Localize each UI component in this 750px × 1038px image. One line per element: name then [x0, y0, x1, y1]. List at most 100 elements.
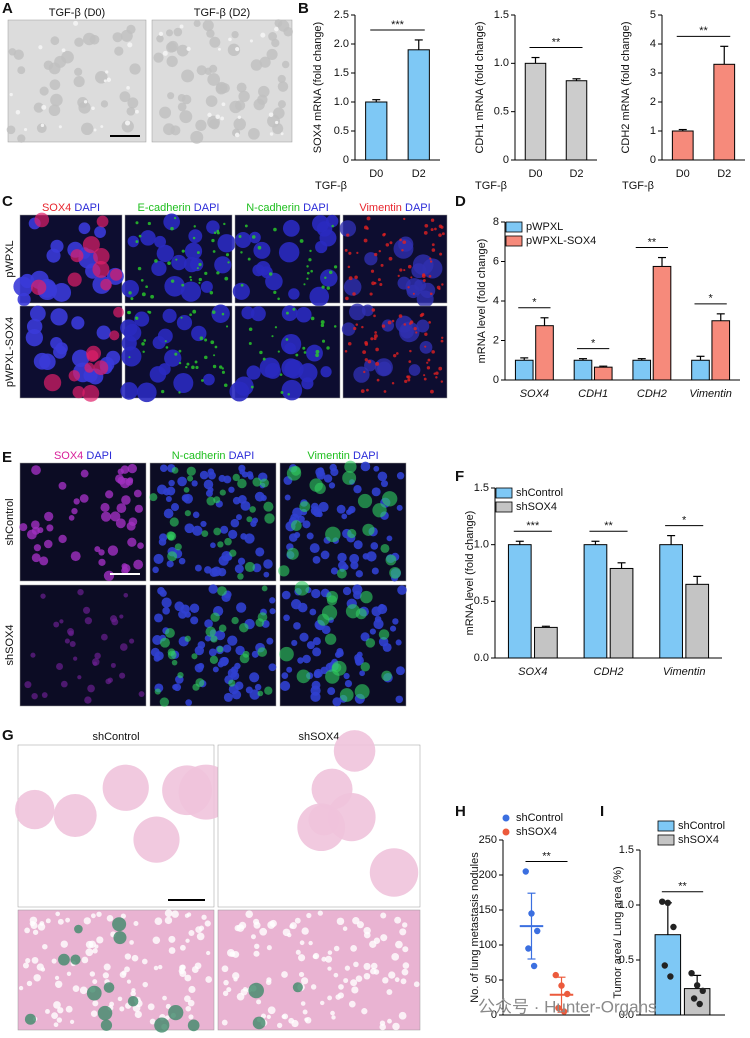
- cell: [73, 76, 85, 88]
- cell: [430, 218, 435, 222]
- cell: [338, 561, 347, 570]
- y-tick-label: 100: [479, 939, 497, 951]
- cell: [369, 848, 419, 897]
- cell: [174, 543, 182, 551]
- cell: [395, 639, 402, 646]
- cell: [162, 607, 170, 615]
- cell: [177, 476, 187, 487]
- cell: [254, 683, 262, 691]
- y-tick-label: 5: [650, 9, 656, 21]
- cell: [131, 988, 136, 993]
- cell: [221, 965, 229, 973]
- cell: [290, 599, 302, 610]
- cell: [295, 353, 299, 357]
- cell: [65, 1005, 73, 1013]
- cell: [184, 995, 191, 1003]
- cell: [267, 114, 280, 128]
- column-header: shSOX4: [299, 731, 340, 743]
- cell: [357, 493, 373, 509]
- cell: [372, 503, 387, 518]
- cell: [236, 602, 247, 613]
- cell: [379, 282, 383, 287]
- cell: [149, 1018, 156, 1025]
- cell: [158, 31, 164, 37]
- cell: [147, 1003, 155, 1011]
- cell: [156, 244, 174, 263]
- cell: [137, 266, 142, 271]
- header-part: DAPI: [191, 202, 220, 214]
- cell: [428, 321, 431, 324]
- cell: [330, 1010, 335, 1016]
- cell: [133, 559, 144, 570]
- cell: [187, 475, 194, 482]
- cell: [92, 948, 98, 954]
- cell: [356, 921, 364, 929]
- cell: [395, 695, 404, 704]
- cell: [360, 632, 370, 642]
- cell: [387, 1018, 392, 1024]
- cell: [34, 212, 50, 228]
- column-header: Vimentin DAPI: [359, 202, 430, 214]
- cell: [163, 123, 175, 136]
- cell: [263, 571, 270, 578]
- cell: [341, 322, 356, 336]
- cell: [381, 670, 392, 682]
- cell: [396, 472, 405, 480]
- cell: [31, 520, 40, 530]
- cell: [267, 1006, 276, 1015]
- cell: [201, 914, 207, 920]
- cell: [360, 590, 373, 604]
- significance: *: [591, 338, 596, 350]
- y-axis-label: SOX4 mRNA (fold change): [312, 22, 324, 153]
- cell: [345, 296, 349, 301]
- cell: [188, 1014, 194, 1020]
- cell: [167, 531, 177, 541]
- cell: [440, 380, 444, 383]
- cell: [310, 691, 321, 702]
- cell: [235, 100, 246, 111]
- cell: [324, 633, 337, 645]
- cell: [366, 388, 369, 392]
- x-tick-label: D2: [717, 168, 731, 180]
- y-tick-label: 0: [343, 154, 349, 166]
- cell: [61, 50, 74, 64]
- cell: [269, 132, 274, 136]
- cell: [316, 470, 326, 480]
- cell: [163, 508, 174, 519]
- cell: [201, 379, 204, 382]
- cell: [86, 985, 102, 1001]
- cell: [78, 101, 91, 114]
- cell: [281, 60, 290, 69]
- cell: [109, 330, 120, 341]
- legend-marker: [657, 834, 675, 846]
- cell: [353, 961, 359, 968]
- cell: [421, 274, 426, 278]
- y-axis-label: mRNA level (fold change): [476, 239, 488, 364]
- cell: [352, 292, 356, 296]
- y-tick-label: 0.0: [474, 652, 489, 664]
- cell: [68, 515, 75, 521]
- cell: [188, 229, 203, 244]
- cell: [184, 635, 191, 642]
- cell: [115, 474, 124, 484]
- header-part: SOX4: [42, 202, 71, 214]
- cell: [52, 283, 72, 302]
- cell: [314, 482, 326, 495]
- cell: [176, 314, 193, 331]
- cell: [31, 553, 41, 563]
- cell: [286, 666, 293, 673]
- header-part: E-cadherin: [138, 202, 191, 214]
- cell: [119, 614, 124, 619]
- cell: [254, 491, 265, 502]
- cell: [349, 303, 366, 321]
- cell: [168, 1004, 184, 1021]
- data-point: [522, 868, 529, 875]
- cell: [51, 1012, 58, 1019]
- cell: [71, 507, 78, 515]
- cell: [46, 524, 54, 532]
- cell: [253, 918, 260, 925]
- cell: [407, 264, 412, 269]
- significance: **: [678, 881, 687, 893]
- cell: [441, 283, 444, 286]
- cell: [234, 662, 241, 670]
